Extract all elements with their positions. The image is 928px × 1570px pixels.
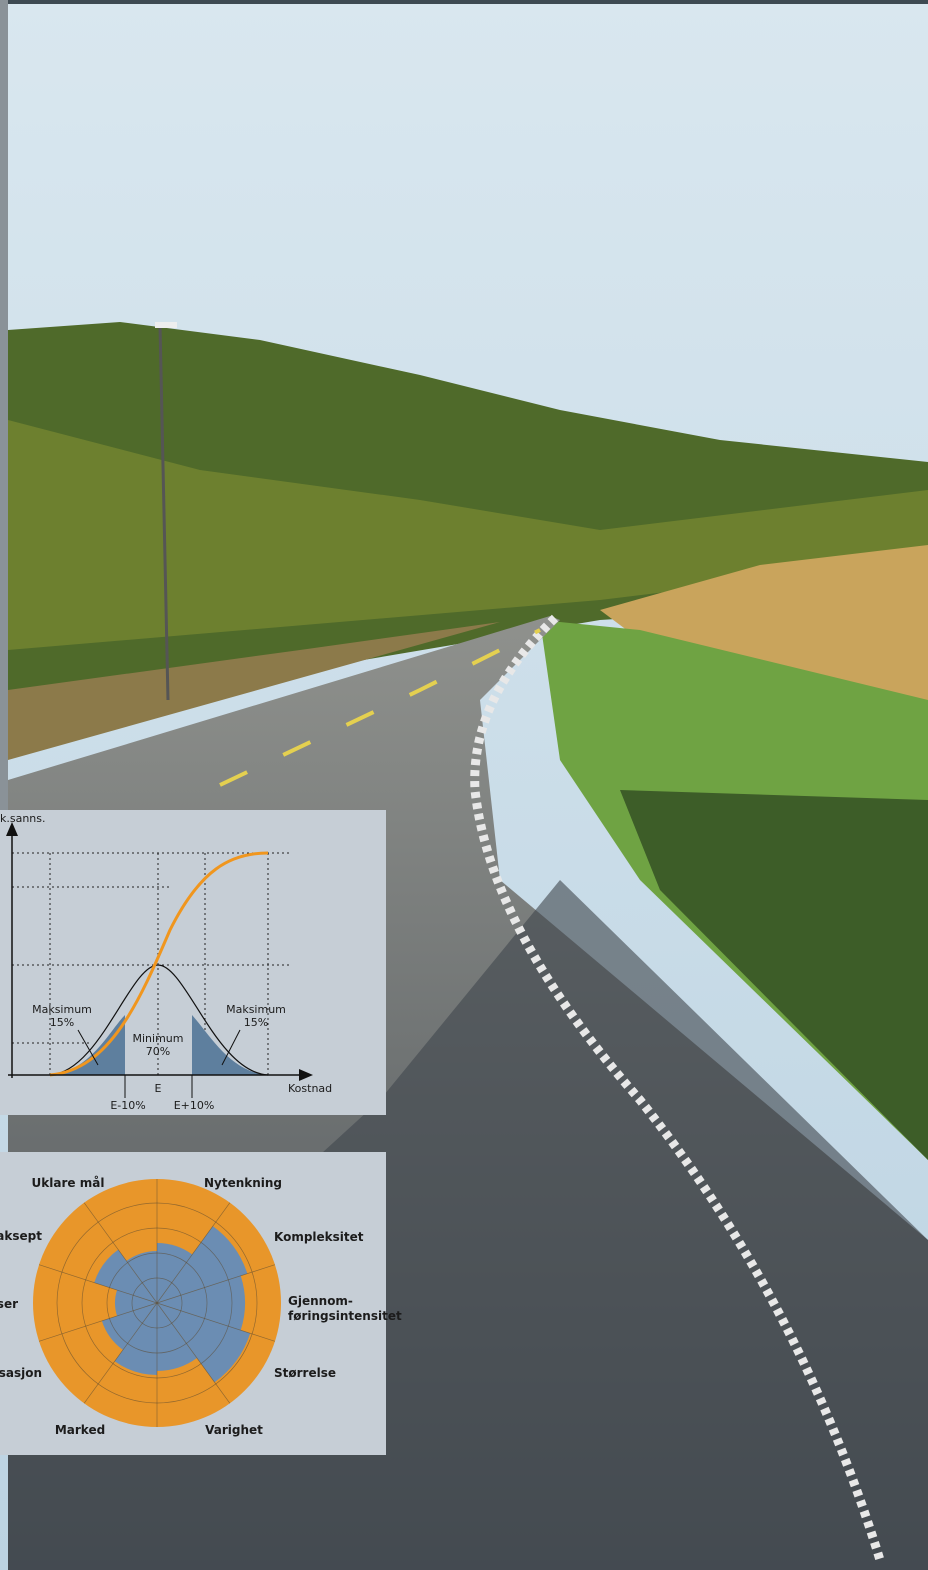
radar-label: Størrelse (274, 1366, 336, 1380)
left-strip (0, 0, 8, 810)
radar-label: sser (0, 1297, 18, 1311)
radar-label: Marked (55, 1423, 105, 1437)
marker: E-10% (110, 1099, 145, 1112)
note: Maksimum (32, 1003, 92, 1016)
x-label: Kostnad (288, 1082, 332, 1095)
page: k.sanns. Kostnad Maksimum 15% Minimum 70… (0, 0, 928, 1570)
radar-label: Gjennom- (288, 1294, 353, 1308)
radar-label: Varighet (205, 1423, 263, 1437)
radar-label: nisasjon (0, 1366, 42, 1380)
radar-label: i aksept (0, 1229, 42, 1243)
radar-label: føringsintensitet (288, 1309, 402, 1323)
note: Minimum (133, 1032, 184, 1045)
note: Maksimum (226, 1003, 286, 1016)
marker: E+10% (174, 1099, 215, 1112)
radar-label: Kompleksitet (274, 1230, 364, 1244)
marker: E (155, 1082, 162, 1095)
y-label: k.sanns. (0, 812, 46, 825)
note: 15% (50, 1016, 74, 1029)
lamp (155, 322, 177, 328)
page-canvas: k.sanns. Kostnad Maksimum 15% Minimum 70… (0, 0, 928, 1570)
top-bar (0, 0, 928, 4)
note: 15% (244, 1016, 268, 1029)
cost-diagram: k.sanns. Kostnad Maksimum 15% Minimum 70… (0, 810, 386, 1115)
radar-label: Uklare mål (32, 1176, 105, 1190)
note: 70% (146, 1045, 170, 1058)
radar-label: Nytenkning (204, 1176, 282, 1190)
